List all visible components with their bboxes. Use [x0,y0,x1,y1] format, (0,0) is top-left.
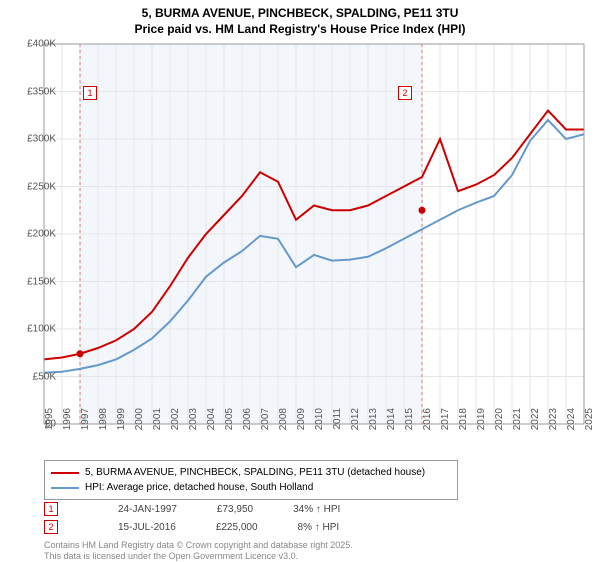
x-tick-label: 2014 [386,408,397,448]
y-tick-label: £200K [27,229,56,240]
x-tick-label: 2001 [152,408,163,448]
marker-delta: 34% ↑ HPI [293,504,340,515]
x-tick-label: 1997 [80,408,91,448]
x-tick-label: 2004 [206,408,217,448]
x-tick-label: 2010 [314,408,325,448]
x-tick-label: 2007 [260,408,271,448]
x-tick-label: 2024 [566,408,577,448]
y-tick-label: £250K [27,181,56,192]
y-tick-label: £400K [27,39,56,50]
x-tick-label: 1995 [44,408,55,448]
y-tick-label: £350K [27,86,56,97]
x-tick-label: 2005 [224,408,235,448]
x-tick-label: 2020 [494,408,505,448]
x-tick-label: 2021 [512,408,523,448]
marker-date: 24-JAN-1997 [118,504,177,515]
y-tick-label: £150K [27,276,56,287]
x-tick-label: 2015 [404,408,415,448]
marker-badge: 2 [44,520,58,534]
marker-price: £225,000 [216,522,258,533]
x-tick-label: 2025 [584,408,595,448]
x-tick-label: 2013 [368,408,379,448]
title-line1: 5, BURMA AVENUE, PINCHBECK, SPALDING, PE… [0,6,600,22]
marker-date: 15-JUL-2016 [118,522,176,533]
legend-label: HPI: Average price, detached house, Sout… [85,480,313,495]
y-tick-label: £100K [27,324,56,335]
x-tick-label: 2000 [134,408,145,448]
title-line2: Price paid vs. HM Land Registry's House … [0,22,600,38]
x-tick-label: 2022 [530,408,541,448]
marker-badge: 1 [44,502,58,516]
marker-row-2: 2 15-JUL-2016 £225,000 8% ↑ HPI [44,520,339,534]
x-tick-label: 1999 [116,408,127,448]
plot-marker-1: 1 [83,86,97,100]
x-tick-label: 2017 [440,408,451,448]
marker-row-1: 1 24-JAN-1997 £73,950 34% ↑ HPI [44,502,340,516]
marker-delta: 8% ↑ HPI [298,522,340,533]
x-tick-label: 2009 [296,408,307,448]
x-tick-label: 2008 [278,408,289,448]
x-tick-label: 2016 [422,408,433,448]
x-tick-label: 1998 [98,408,109,448]
x-tick-label: 2003 [188,408,199,448]
legend: 5, BURMA AVENUE, PINCHBECK, SPALDING, PE… [44,460,458,500]
plot-marker-2: 2 [398,86,412,100]
x-tick-label: 2023 [548,408,559,448]
marker-price: £73,950 [217,504,253,515]
x-tick-label: 2006 [242,408,253,448]
footer: Contains HM Land Registry data © Crown c… [44,540,353,562]
x-tick-label: 2002 [170,408,181,448]
legend-row-hpi: HPI: Average price, detached house, Sout… [51,480,451,495]
y-tick-label: £300K [27,134,56,145]
x-tick-label: 1996 [62,408,73,448]
legend-label: 5, BURMA AVENUE, PINCHBECK, SPALDING, PE… [85,465,425,480]
x-tick-label: 2018 [458,408,469,448]
x-tick-label: 2011 [332,408,343,448]
footer-line1: Contains HM Land Registry data © Crown c… [44,540,353,551]
x-tick-label: 2019 [476,408,487,448]
x-tick-label: 2012 [350,408,361,448]
y-tick-label: £50K [33,371,56,382]
legend-row-property: 5, BURMA AVENUE, PINCHBECK, SPALDING, PE… [51,465,451,480]
price-chart [44,44,584,424]
